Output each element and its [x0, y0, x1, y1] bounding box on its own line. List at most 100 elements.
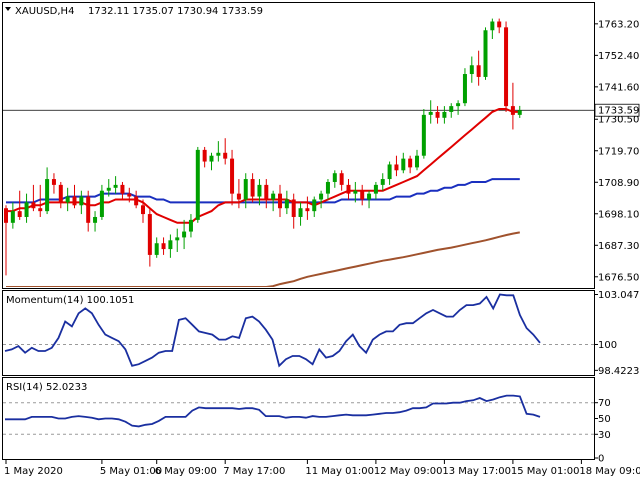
candle-body	[195, 149, 200, 220]
time-tick-label: 6 May 09:00	[155, 466, 217, 477]
time-axis: 1 May 2020 5 May 01:006 May 09:00 7 May 17…	[4, 459, 640, 477]
candle-body	[442, 111, 447, 118]
candle-body	[271, 193, 276, 200]
candle-body	[17, 211, 22, 217]
candle-body	[373, 184, 378, 194]
candle-body	[154, 243, 159, 255]
candle-body	[332, 173, 337, 182]
candle-body	[415, 155, 419, 168]
price-tick-label: 1687.30	[598, 241, 639, 252]
candle-body	[435, 111, 440, 118]
candle-body	[243, 179, 248, 200]
candle-body	[257, 184, 262, 197]
candle-body	[278, 193, 282, 209]
candle-body	[339, 173, 344, 185]
candle-body	[353, 190, 358, 194]
momentum-tick-label: 98.4223	[598, 366, 639, 377]
momentum-line	[4, 293, 541, 368]
price-tick-label: 1719.70	[598, 146, 639, 157]
price-tick-label: 1741.60	[598, 82, 639, 93]
candle-body	[4, 208, 8, 223]
candle-body	[504, 27, 509, 107]
candle-body	[188, 219, 193, 232]
time-tick-label: 1 May 2020	[4, 466, 63, 477]
candle-body	[10, 211, 15, 223]
ma-slow-line	[6, 231, 520, 287]
candle-body	[408, 158, 413, 168]
candle-body	[31, 202, 36, 209]
rsi-title: RSI(14) 52.0233	[6, 382, 87, 393]
candle-body	[79, 196, 84, 206]
candle-body	[72, 196, 77, 206]
candlestick-series	[4, 18, 522, 276]
candle-body	[202, 149, 207, 162]
candle-body	[291, 199, 296, 217]
candle-body	[325, 181, 330, 194]
time-tick-label: 5 May 01:00	[100, 466, 162, 477]
candle-body	[312, 199, 317, 212]
rsi-indicator: 70 50 30 0	[3, 394, 611, 465]
candle-body	[24, 202, 29, 217]
candle-body	[490, 21, 495, 31]
candle-body	[476, 65, 481, 77]
ma-mid-line	[6, 178, 520, 204]
current-price-tag	[594, 103, 640, 117]
candle-body	[305, 208, 310, 212]
candle-body	[250, 179, 255, 197]
candle-body	[58, 184, 63, 203]
rsi-tick-label: 0	[598, 454, 604, 465]
momentum-title: Momentum(14) 100.1051	[6, 295, 134, 306]
candle-body	[168, 240, 173, 250]
candle-body	[360, 190, 365, 200]
candle-body	[113, 184, 118, 188]
candle-body	[141, 205, 145, 215]
time-tick-label: 7 May 17:00	[223, 466, 285, 477]
candle-body	[175, 237, 180, 241]
candle-body	[147, 214, 152, 255]
candle-body	[264, 184, 269, 200]
time-tick-label: 18 May 09:00	[579, 466, 640, 477]
price-tick-label: 1752.40	[598, 51, 639, 62]
rsi-tick-label: 70	[598, 398, 611, 409]
price-panel-frame	[2, 2, 595, 289]
candle-body	[387, 164, 392, 180]
symbol-label: XAUUSD,H4	[15, 6, 74, 17]
momentum-panel-frame	[2, 290, 595, 376]
time-tick-label: 15 May 01:00	[511, 466, 580, 477]
candle-body	[380, 179, 385, 185]
candle-body	[319, 193, 324, 200]
candle-body	[456, 103, 461, 107]
candle-body	[223, 152, 228, 159]
candle-body	[483, 30, 488, 77]
candle-body	[497, 21, 502, 28]
price-tick-label: 1676.50	[598, 272, 639, 283]
candle-body	[230, 158, 235, 194]
candle-body	[517, 110, 522, 115]
symbol-dropdown-icon[interactable]	[5, 7, 11, 11]
rsi-line	[5, 394, 541, 428]
price-tick-label: 1698.10	[598, 209, 639, 220]
candle-body	[449, 106, 454, 112]
price-tick-label: 1730.50	[598, 115, 639, 126]
momentum-indicator: 103.0477 100 98.4223	[3, 290, 640, 377]
candle-body	[45, 179, 50, 212]
candle-body	[284, 199, 289, 209]
candle-body	[236, 193, 241, 200]
current-price-label: 1733.59	[598, 106, 639, 117]
candle-body	[86, 196, 91, 223]
candle-body	[394, 164, 399, 171]
candle-body	[161, 243, 166, 250]
candle-body	[216, 152, 221, 156]
candle-body	[38, 208, 43, 212]
candle-body	[99, 190, 104, 217]
candle-body	[120, 184, 125, 194]
ohlc-readout: 1732.11 1735.07 1730.94 1733.59	[88, 6, 263, 17]
candle-body	[127, 193, 132, 197]
candle-body	[401, 158, 406, 171]
candle-body	[367, 193, 372, 200]
price-axis-ticks: 1763.20 1752.40 1741.60 1730.50 1719.70 1708.…	[3, 19, 640, 283]
candle-body	[346, 184, 351, 194]
candle-body	[462, 74, 467, 104]
moving-averages	[6, 108, 520, 287]
